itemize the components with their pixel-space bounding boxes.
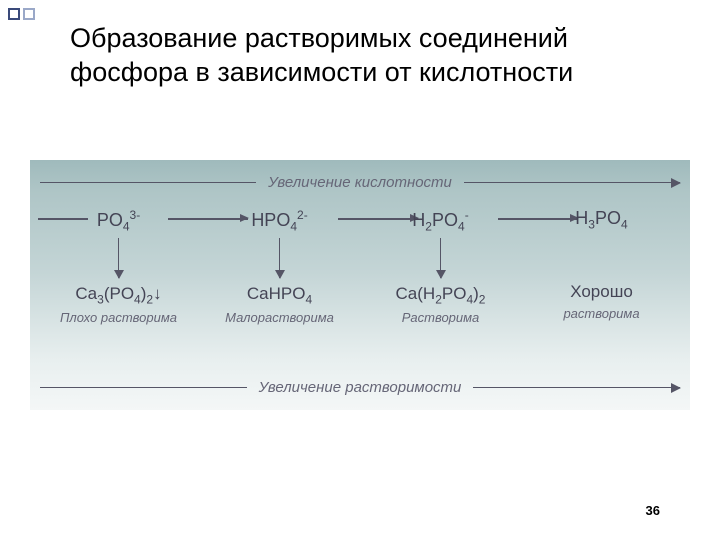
compound-0: Ca3(PO4)2↓ bbox=[75, 284, 161, 306]
columns: PO43- Ca3(PO4)2↓ Плохо растворима HPO42-… bbox=[38, 208, 682, 362]
acidity-label: Увеличение кислотности bbox=[256, 174, 464, 191]
phosphorus-diagram: Увеличение кислотности PO43- Ca3(PO4)2↓ … bbox=[30, 160, 690, 410]
arrow-line-right-b bbox=[473, 387, 680, 389]
arrow-line-left-b bbox=[40, 387, 247, 389]
page-number: 36 bbox=[646, 503, 660, 518]
ion-2: H2PO4- bbox=[412, 208, 468, 234]
solubility-0: Плохо растворима bbox=[60, 310, 177, 325]
arrow-line-right bbox=[464, 182, 680, 184]
solubility-axis-label: Увеличение растворимости bbox=[247, 379, 474, 396]
solubility-1: Малорастворима bbox=[225, 310, 334, 325]
col-0: PO43- Ca3(PO4)2↓ Плохо растворима bbox=[38, 208, 199, 362]
ion-3: H3PO4 bbox=[575, 208, 627, 232]
down-arrow-0 bbox=[118, 238, 120, 278]
down-arrow-1 bbox=[279, 238, 281, 278]
compound-2: Ca(H2PO4)2 bbox=[396, 284, 486, 306]
solubility-2: Растворима bbox=[402, 310, 480, 325]
solubility-axis: Увеличение растворимости bbox=[30, 379, 690, 396]
ion-1: HPO42- bbox=[251, 208, 307, 234]
compound-1: CaHPO4 bbox=[247, 284, 312, 306]
col-1: HPO42- CaHPO4 Малорастворима bbox=[199, 208, 360, 362]
deco-square-1 bbox=[8, 8, 20, 20]
arrow-line-left bbox=[40, 182, 256, 184]
col-3: H3PO4 Хорошо растворима bbox=[521, 208, 682, 362]
down-arrow-2 bbox=[440, 238, 442, 278]
solubility-3: растворима bbox=[563, 306, 639, 321]
col-2: H2PO4- Ca(H2PO4)2 Растворима bbox=[360, 208, 521, 362]
acidity-axis: Увеличение кислотности bbox=[30, 174, 690, 191]
deco-square-2 bbox=[23, 8, 35, 20]
corner-decoration bbox=[8, 8, 35, 20]
ion-0: PO43- bbox=[97, 208, 140, 234]
compound-3: Хорошо bbox=[570, 282, 633, 302]
slide-title: Образование растворимых соединений фосфо… bbox=[70, 22, 680, 90]
